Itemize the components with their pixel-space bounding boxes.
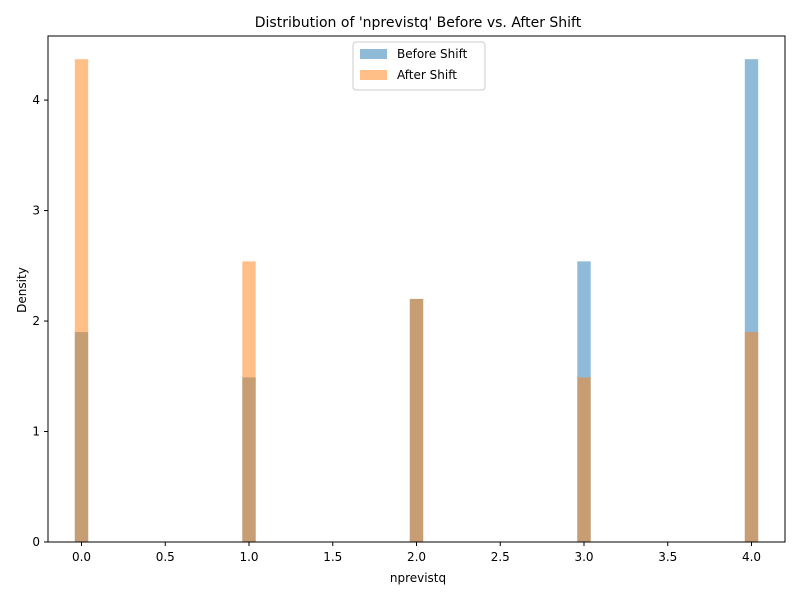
legend-label-0: Before Shift bbox=[397, 47, 468, 61]
x-axis-ticks: 0.0 0.5 1.0 1.5 2.0 2.5 3.0 3.5 4.0 bbox=[72, 542, 761, 564]
bar-series-1-bin-4 bbox=[744, 332, 759, 542]
x-tick-label-0: 0.0 bbox=[72, 550, 91, 564]
y-tick-label-2: 2 bbox=[32, 314, 40, 328]
legend-label-1: After Shift bbox=[397, 68, 457, 82]
x-axis-label: nprevistq bbox=[390, 571, 446, 585]
y-tick-label-1: 1 bbox=[32, 425, 40, 439]
x-tick-label-6: 3.0 bbox=[574, 550, 593, 564]
y-tick-label-0: 0 bbox=[32, 535, 40, 549]
y-axis-ticks: 0 1 2 3 4 bbox=[32, 93, 48, 549]
bar-series-1-bin-2 bbox=[409, 298, 424, 542]
bar-series-1-bin-0 bbox=[74, 59, 89, 542]
x-tick-label-1: 0.5 bbox=[156, 550, 175, 564]
legend-swatch-1 bbox=[360, 70, 387, 80]
x-tick-label-3: 1.5 bbox=[323, 550, 342, 564]
plot-frame bbox=[47, 35, 786, 543]
y-tick-label-4: 4 bbox=[32, 93, 40, 107]
x-tick-label-4: 2.0 bbox=[407, 550, 426, 564]
bar-series-1-bin-3 bbox=[577, 377, 591, 542]
bars-layer bbox=[74, 59, 759, 542]
legend: Before Shift After Shift bbox=[352, 41, 486, 91]
x-tick-label-2: 1.0 bbox=[239, 550, 258, 564]
x-tick-label-7: 3.5 bbox=[658, 550, 677, 564]
y-axis-label: Density bbox=[15, 267, 29, 313]
legend-swatch-0 bbox=[360, 49, 387, 59]
bar-series-1-bin-1 bbox=[242, 261, 256, 542]
chart-title: Distribution of 'nprevistq' Before vs. A… bbox=[255, 15, 582, 31]
x-tick-label-5: 2.5 bbox=[491, 550, 510, 564]
y-tick-label-3: 3 bbox=[32, 204, 40, 218]
x-tick-label-8: 4.0 bbox=[742, 550, 761, 564]
